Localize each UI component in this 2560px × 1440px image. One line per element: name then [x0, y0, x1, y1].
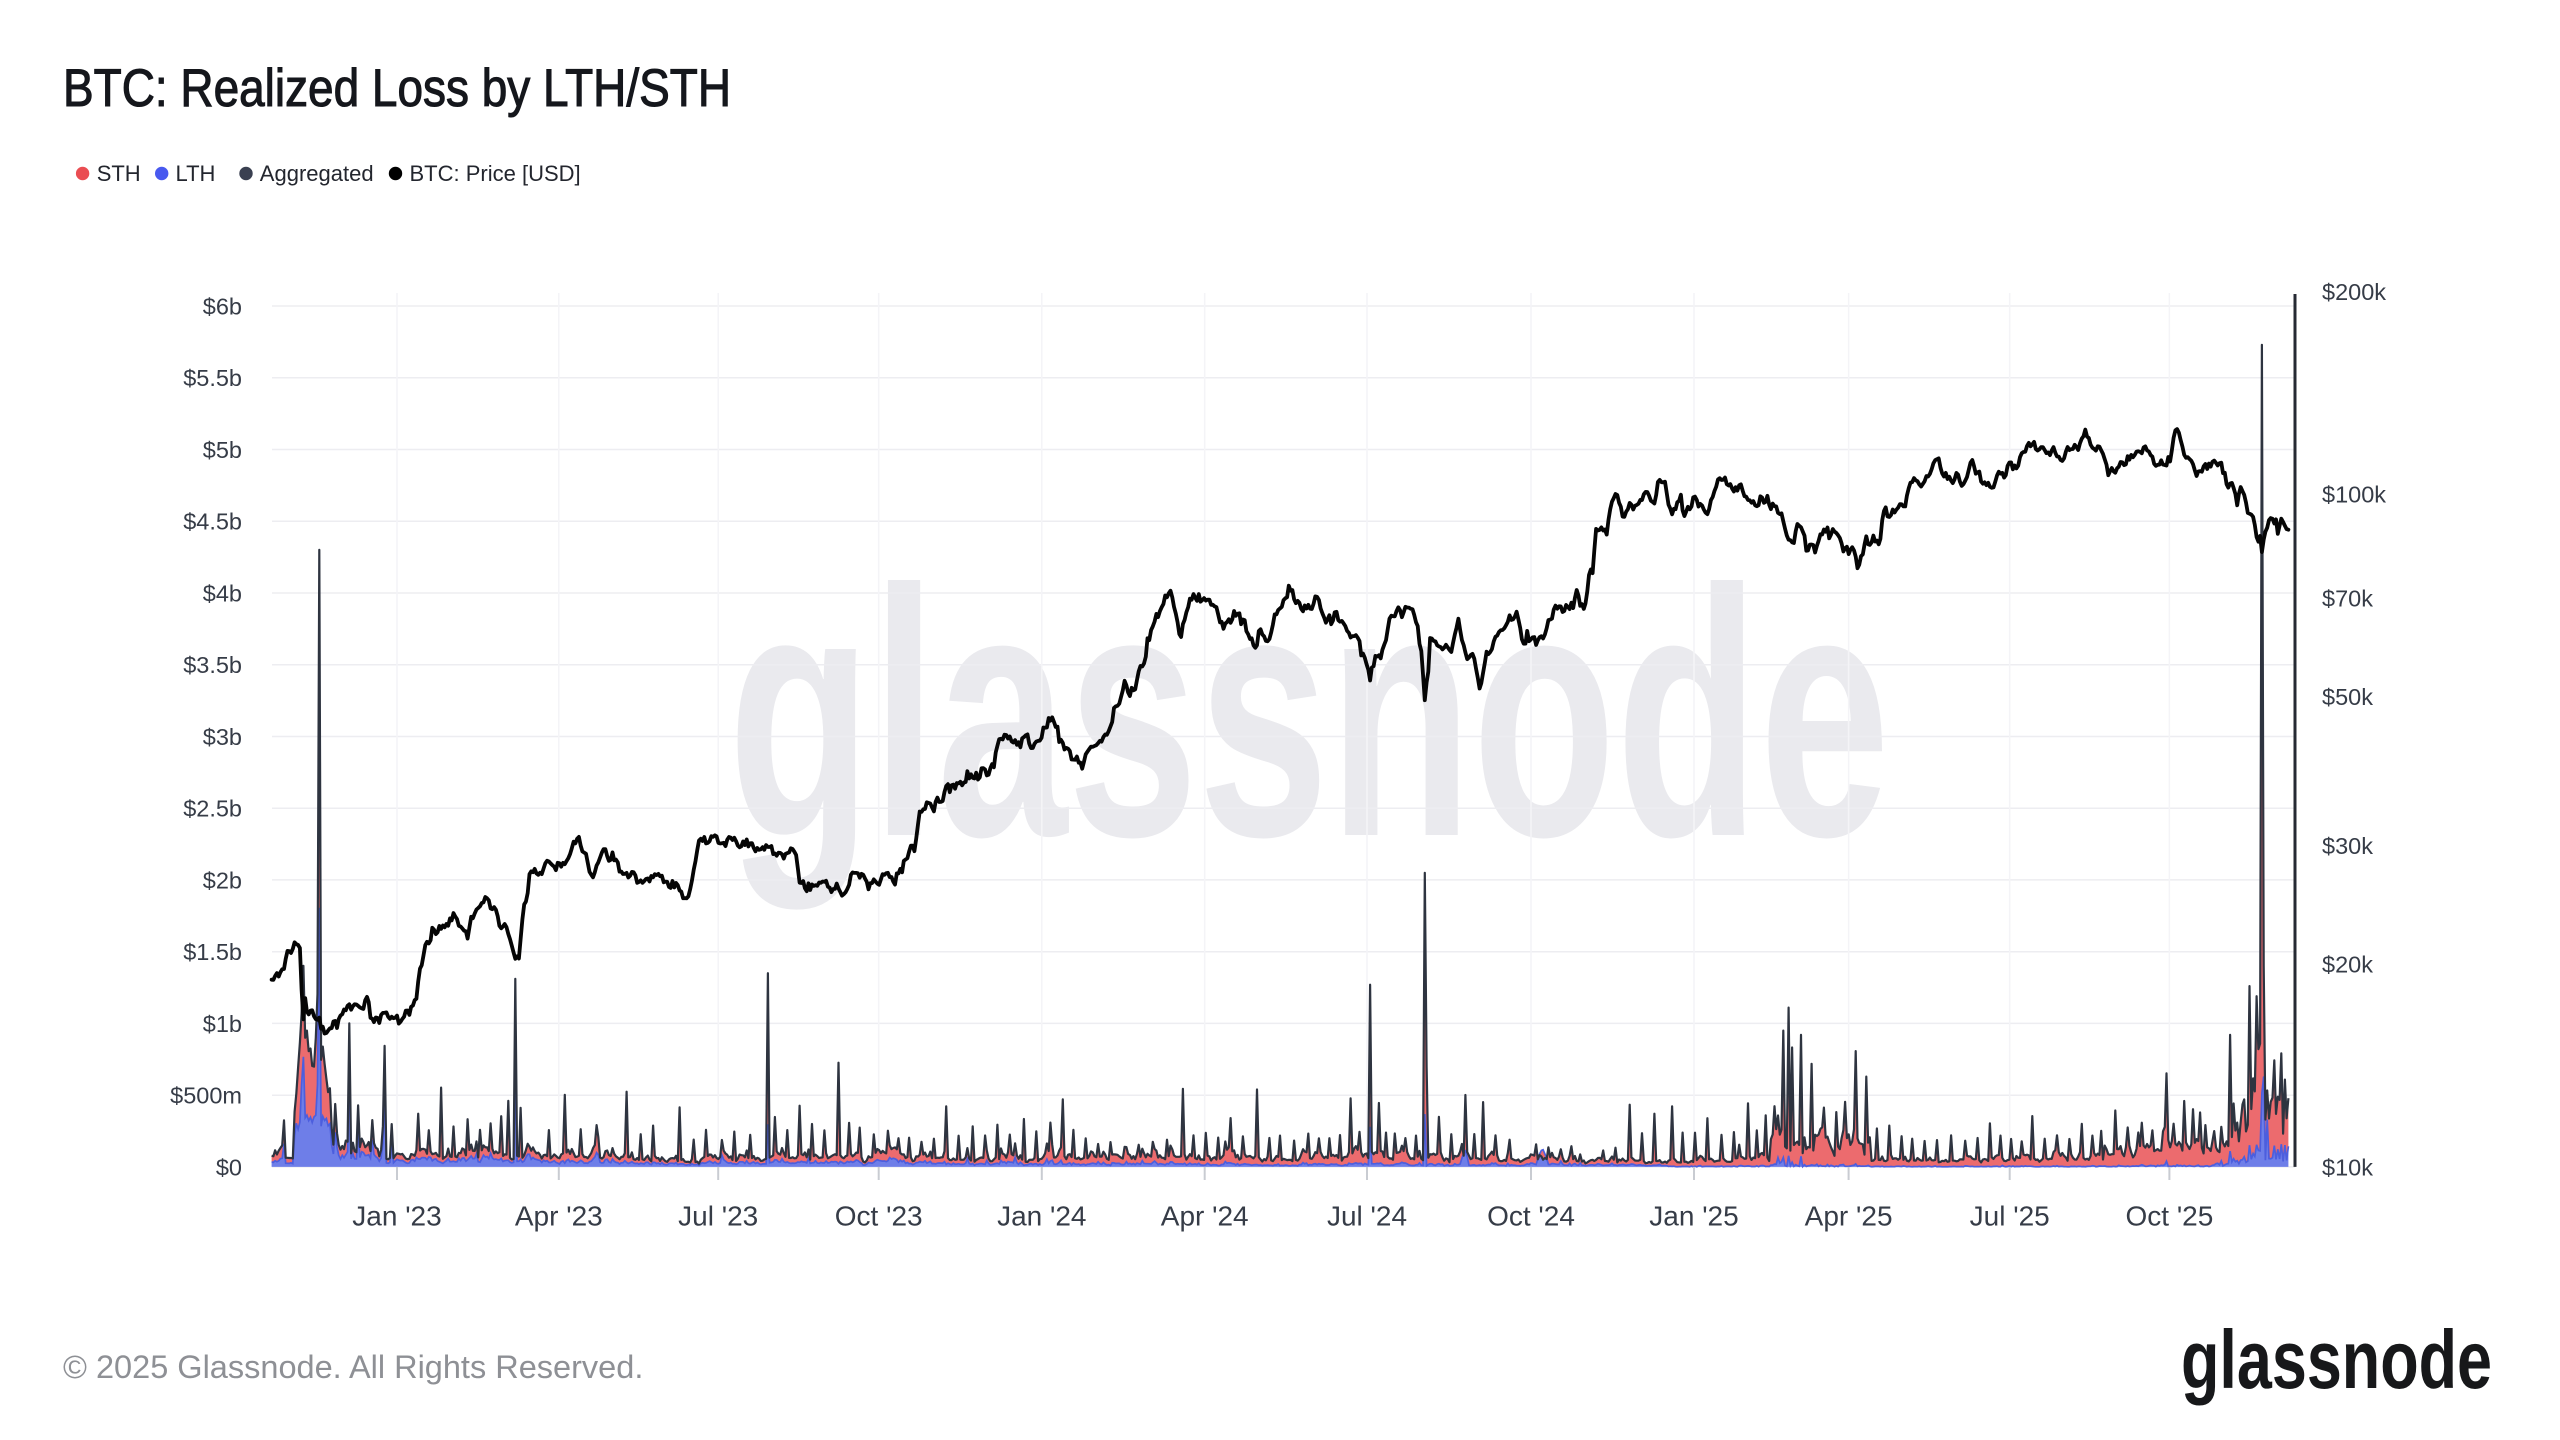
svg-text:Apr '23: Apr '23 [515, 1201, 603, 1232]
svg-text:$30k: $30k [2322, 833, 2373, 859]
svg-text:$5.5b: $5.5b [183, 365, 242, 391]
svg-text:Aggregated: Aggregated [260, 161, 374, 186]
svg-text:$1.5b: $1.5b [183, 939, 242, 965]
svg-text:glassnode: glassnode [728, 516, 1890, 912]
svg-text:BTC: Price [USD]: BTC: Price [USD] [410, 161, 581, 186]
svg-text:$70k: $70k [2322, 586, 2373, 612]
svg-text:Oct '24: Oct '24 [1487, 1201, 1575, 1232]
svg-text:$10k: $10k [2322, 1154, 2373, 1180]
svg-text:$2.5b: $2.5b [183, 796, 242, 822]
svg-text:Oct '25: Oct '25 [2125, 1201, 2213, 1232]
svg-text:$3b: $3b [203, 724, 242, 750]
svg-text:$4b: $4b [203, 580, 242, 606]
svg-text:© 2025 Glassnode. All Rights R: © 2025 Glassnode. All Rights Reserved. [63, 1349, 643, 1385]
svg-text:Jan '24: Jan '24 [997, 1201, 1086, 1232]
svg-text:STH: STH [97, 161, 141, 186]
svg-text:$5b: $5b [203, 437, 242, 463]
svg-text:$6b: $6b [203, 293, 242, 319]
svg-text:Jan '23: Jan '23 [352, 1201, 441, 1232]
svg-text:$3.5b: $3.5b [183, 652, 242, 678]
svg-text:Jan '25: Jan '25 [1649, 1201, 1738, 1232]
svg-text:$1b: $1b [203, 1011, 242, 1037]
svg-text:Oct '23: Oct '23 [835, 1201, 923, 1232]
svg-text:$2b: $2b [203, 867, 242, 893]
svg-text:$500m: $500m [170, 1083, 242, 1109]
svg-text:Jul '24: Jul '24 [1327, 1201, 1407, 1232]
svg-text:$20k: $20k [2322, 952, 2373, 978]
svg-text:LTH: LTH [176, 161, 216, 186]
svg-text:Apr '24: Apr '24 [1161, 1201, 1249, 1232]
svg-text:$4.5b: $4.5b [183, 509, 242, 535]
svg-text:Jul '25: Jul '25 [1970, 1201, 2050, 1232]
svg-text:$200k: $200k [2322, 279, 2386, 305]
svg-text:Apr '25: Apr '25 [1805, 1201, 1893, 1232]
svg-text:$0: $0 [216, 1154, 242, 1180]
svg-text:glassnode: glassnode [2181, 1313, 2492, 1406]
svg-text:$100k: $100k [2322, 481, 2386, 507]
svg-text:Jul '23: Jul '23 [678, 1201, 758, 1232]
svg-text:BTC: Realized Loss by LTH/STH: BTC: Realized Loss by LTH/STH [63, 59, 731, 118]
svg-text:$50k: $50k [2322, 684, 2373, 710]
